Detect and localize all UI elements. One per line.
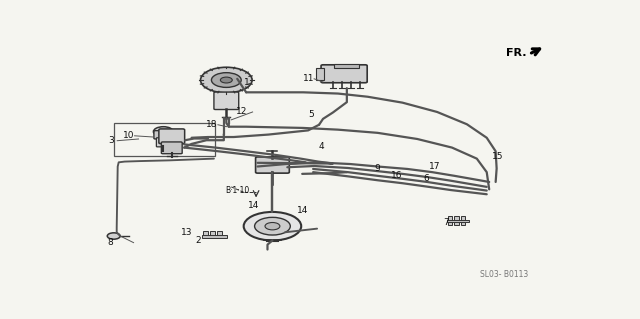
Bar xyxy=(114,123,216,156)
Text: 5: 5 xyxy=(308,110,314,119)
Text: 15: 15 xyxy=(492,152,504,161)
Text: B·1·10: B·1·10 xyxy=(226,186,250,195)
Circle shape xyxy=(154,127,173,137)
Text: 16: 16 xyxy=(390,171,402,180)
Bar xyxy=(447,220,469,222)
Text: 4: 4 xyxy=(318,142,324,151)
Text: 8: 8 xyxy=(107,238,113,247)
Bar xyxy=(202,235,227,238)
Bar xyxy=(448,222,452,225)
Circle shape xyxy=(255,217,291,235)
Text: 2: 2 xyxy=(195,236,201,245)
Text: 11: 11 xyxy=(303,74,315,83)
Text: 1: 1 xyxy=(244,78,250,87)
Bar xyxy=(461,222,465,225)
FancyBboxPatch shape xyxy=(161,142,182,154)
Bar xyxy=(210,231,215,236)
Bar xyxy=(203,231,208,236)
Text: 17: 17 xyxy=(429,162,440,171)
Text: 14: 14 xyxy=(248,201,259,210)
Circle shape xyxy=(220,77,232,83)
Bar xyxy=(454,216,459,220)
FancyBboxPatch shape xyxy=(214,92,239,109)
Text: 6: 6 xyxy=(423,174,429,183)
Circle shape xyxy=(108,233,120,239)
FancyBboxPatch shape xyxy=(156,138,170,147)
Circle shape xyxy=(211,73,241,87)
Text: SL03- B0113: SL03- B0113 xyxy=(480,270,528,279)
Text: 18: 18 xyxy=(205,120,217,129)
FancyBboxPatch shape xyxy=(321,65,367,83)
FancyBboxPatch shape xyxy=(159,129,185,144)
Text: 13: 13 xyxy=(181,228,193,237)
Bar xyxy=(335,64,359,69)
Bar xyxy=(461,216,465,220)
Text: 3: 3 xyxy=(108,136,114,145)
Text: 10: 10 xyxy=(123,131,134,140)
Text: 12: 12 xyxy=(236,108,247,116)
Text: FR.: FR. xyxy=(506,48,527,57)
FancyBboxPatch shape xyxy=(154,131,173,139)
Circle shape xyxy=(265,223,280,230)
Circle shape xyxy=(200,67,252,93)
FancyBboxPatch shape xyxy=(255,157,289,173)
Bar xyxy=(448,216,452,220)
Text: 9: 9 xyxy=(375,164,380,173)
Bar xyxy=(454,222,459,225)
Text: 14: 14 xyxy=(296,206,308,215)
Circle shape xyxy=(244,212,301,241)
Bar xyxy=(316,68,324,80)
Text: 7: 7 xyxy=(443,219,449,227)
Bar xyxy=(217,231,222,236)
